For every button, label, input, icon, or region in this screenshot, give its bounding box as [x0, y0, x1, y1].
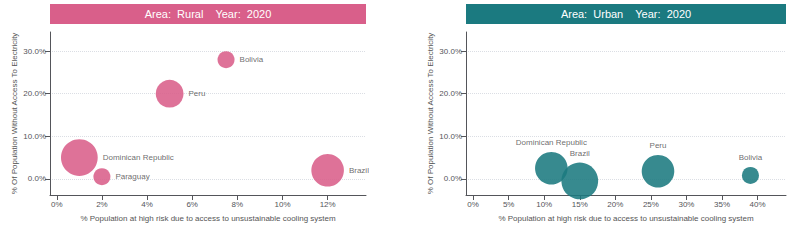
svg-text:40%: 40% [750, 200, 766, 209]
svg-text:0%: 0% [51, 200, 63, 209]
svg-text:% Of Population Without Access: % Of Population Without Access To Electr… [426, 33, 435, 195]
svg-text:2%: 2% [96, 200, 108, 209]
svg-text:12%: 12% [320, 200, 336, 209]
svg-text:Peru: Peru [189, 89, 206, 98]
svg-text:20%: 20% [607, 200, 623, 209]
svg-text:Bolivia: Bolivia [739, 153, 763, 162]
svg-text:25%: 25% [643, 200, 659, 209]
svg-text:30.0%: 30.0% [23, 47, 46, 56]
svg-text:8%: 8% [232, 200, 244, 209]
svg-text:10.0%: 10.0% [439, 132, 462, 141]
svg-text:10.0%: 10.0% [23, 132, 46, 141]
svg-text:Area: Urban Year: 2020: Area: Urban Year: 2020 [561, 8, 691, 20]
svg-text:15%: 15% [572, 200, 588, 209]
svg-text:6%: 6% [186, 200, 198, 209]
svg-text:10%: 10% [274, 200, 290, 209]
svg-text:0%: 0% [467, 200, 479, 209]
svg-text:10%: 10% [536, 200, 552, 209]
svg-text:Peru: Peru [650, 141, 667, 150]
svg-text:Brazil: Brazil [349, 166, 369, 175]
svg-text:% Population at high risk due: % Population at high risk due to access … [80, 214, 336, 223]
svg-text:0.0%: 0.0% [28, 174, 46, 183]
svg-text:35%: 35% [714, 200, 730, 209]
svg-text:0.0%: 0.0% [444, 174, 462, 183]
svg-text:Paraguay: Paraguay [115, 172, 149, 181]
svg-text:Dominican Republic: Dominican Republic [103, 153, 174, 162]
svg-text:30.0%: 30.0% [439, 47, 462, 56]
svg-text:Brazil: Brazil [570, 149, 590, 158]
svg-text:20.0%: 20.0% [23, 89, 46, 98]
svg-text:Dominican Republic: Dominican Republic [516, 138, 587, 147]
svg-text:20.0%: 20.0% [439, 89, 462, 98]
svg-text:% Population at high risk due: % Population at high risk due to access … [498, 214, 754, 223]
svg-text:30%: 30% [678, 200, 694, 209]
svg-text:% Of Population Without Access: % Of Population Without Access To Electr… [10, 33, 19, 195]
svg-text:4%: 4% [141, 200, 153, 209]
svg-text:Area: Rural Year: 2020: Area: Rural Year: 2020 [145, 8, 272, 20]
svg-text:Bolivia: Bolivia [240, 55, 264, 64]
svg-text:5%: 5% [503, 200, 515, 209]
